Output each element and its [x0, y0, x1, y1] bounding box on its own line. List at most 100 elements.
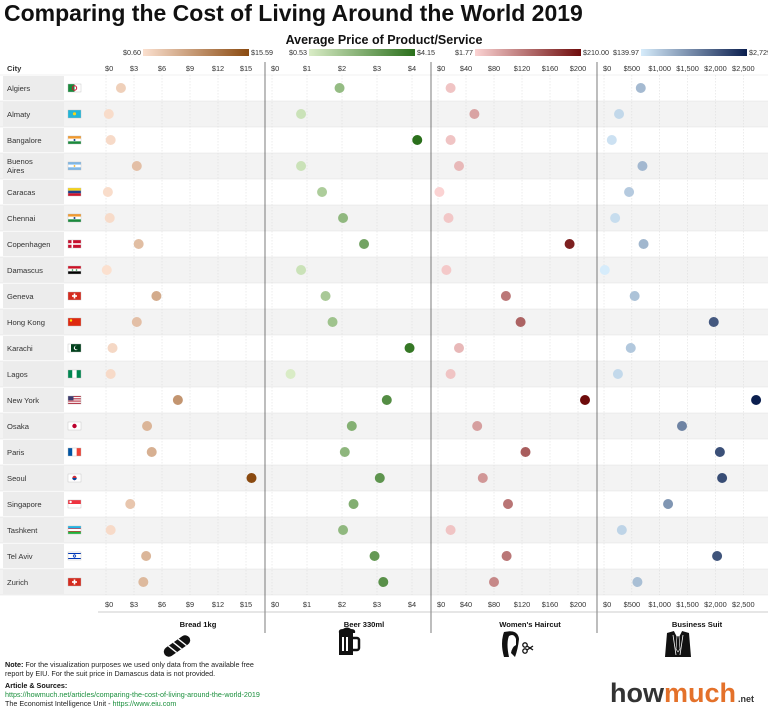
footer-notes: Note: For the visualization purposes we … — [5, 660, 260, 708]
tick-label: $160 — [542, 64, 558, 73]
city-label: Osaka — [7, 422, 30, 431]
data-point — [131, 161, 142, 171]
city-label: Hong Kong — [7, 318, 45, 327]
data-point — [320, 291, 331, 301]
haircut-icon — [502, 631, 534, 657]
tick-label: $2,000 — [704, 600, 727, 609]
flag-france-icon — [67, 447, 82, 457]
tick-label: $2 — [338, 600, 346, 609]
flag-switzerland-icon — [67, 291, 82, 301]
data-point — [246, 473, 257, 483]
data-point — [338, 213, 349, 223]
city-label: Singapore — [7, 500, 42, 509]
tick-label: $2,500 — [732, 600, 755, 609]
data-point — [339, 447, 350, 457]
note-text-1: For the visualization purposes we used o… — [23, 660, 254, 669]
data-point — [500, 291, 511, 301]
tick-label: $1,000 — [648, 64, 671, 73]
data-point — [599, 265, 610, 275]
tick-label: $6 — [158, 64, 166, 73]
legend-max-label: $4.15 — [417, 48, 435, 57]
flag-syria-icon — [67, 265, 82, 275]
tick-label: $9 — [186, 600, 194, 609]
data-point — [348, 499, 359, 509]
flag-argentina-icon — [67, 161, 82, 171]
city-label-bg — [3, 414, 64, 438]
data-point — [515, 317, 526, 327]
data-point — [317, 187, 328, 197]
flag-kazakhstan-icon — [67, 109, 82, 119]
brand-part-how: how — [610, 678, 665, 708]
data-point — [107, 343, 118, 353]
data-point — [105, 135, 116, 145]
tick-label: $120 — [514, 64, 530, 73]
data-point — [142, 421, 153, 431]
tick-label: $0 — [105, 64, 113, 73]
note-label: Note: — [5, 660, 23, 669]
tick-label: $0 — [603, 600, 611, 609]
city-label: Geneva — [7, 292, 34, 301]
city-column-label: City — [7, 64, 22, 73]
city-label-bg — [3, 518, 64, 542]
legend-gradient-bar — [475, 49, 581, 56]
data-point — [445, 83, 456, 93]
city-label: Chennai — [7, 214, 36, 223]
data-point — [334, 83, 345, 93]
legend-min-label: $1.77 — [455, 48, 473, 57]
data-point — [404, 343, 415, 353]
city-label: Copenhagen — [7, 240, 51, 249]
flag-nigeria-icon — [67, 369, 82, 379]
data-point — [104, 213, 115, 223]
data-point — [454, 343, 464, 353]
data-point — [503, 499, 513, 509]
flag-venezuela-icon — [67, 187, 82, 197]
panel-label: Business Suit — [672, 620, 723, 629]
city-label: New York — [7, 396, 39, 405]
panel-axes: $0 $0 $3 $3 $6 $6 $9 $9 $12 $12 $15 $15 $0 $0 $1 $1 $2 $2… — [98, 62, 768, 633]
data-point — [285, 369, 296, 379]
tick-label: $200 — [570, 64, 586, 73]
tick-label: $2,500 — [732, 64, 755, 73]
tick-label: $2 — [338, 64, 346, 73]
row-stripe — [0, 413, 768, 439]
data-point — [296, 265, 307, 275]
data-point — [472, 421, 483, 431]
data-point — [751, 395, 762, 405]
data-point — [172, 395, 183, 405]
legend-min-label: $0.53 — [289, 48, 307, 57]
panel-icons — [163, 627, 691, 657]
flag-uzbekistan-icon — [67, 525, 82, 535]
data-point — [663, 499, 674, 509]
source-org-link[interactable]: https://www.eiu.com — [112, 699, 176, 708]
data-point — [138, 577, 149, 587]
city-label-bg — [3, 102, 64, 126]
tick-label: $3 — [130, 64, 138, 73]
chart-subtitle: Average Price of Product/Service — [286, 33, 483, 47]
legend-max-label: $2,729.77 — [749, 48, 768, 57]
row-stripe — [0, 153, 768, 179]
tick-label: $0 — [271, 64, 279, 73]
tick-label: $40 — [460, 64, 472, 73]
city-label-bg — [3, 310, 64, 334]
data-point — [103, 109, 114, 119]
data-point — [635, 83, 646, 93]
city-label-bg — [3, 232, 64, 256]
tick-label: $1,000 — [648, 600, 671, 609]
tick-label: $6 — [158, 600, 166, 609]
data-point — [708, 317, 719, 327]
legend-min-label: $139.97 — [613, 48, 639, 57]
tick-label: $1 — [303, 64, 311, 73]
city-label-bg — [3, 154, 64, 178]
flag-denmark-icon — [67, 239, 82, 249]
source-article-link[interactable]: https://howmuch.net/articles/comparing-t… — [5, 690, 260, 699]
data-point — [369, 551, 380, 561]
data-point — [501, 551, 512, 561]
row-stripe — [0, 257, 768, 283]
data-point — [489, 577, 499, 587]
flag-singapore-icon — [67, 499, 82, 509]
brand-logo: howmuch .net — [610, 678, 754, 708]
brand-suffix: .net — [738, 694, 754, 704]
tick-label: $500 — [624, 64, 640, 73]
data-point — [125, 499, 136, 509]
